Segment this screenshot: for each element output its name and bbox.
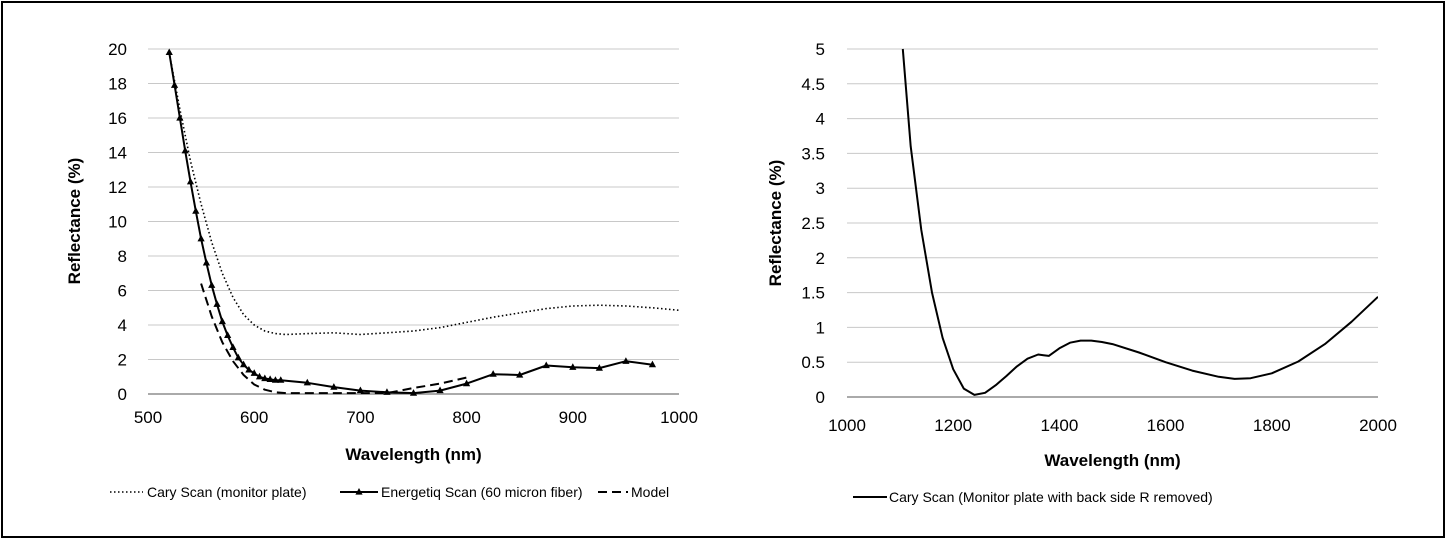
data-point-marker: [186, 177, 195, 185]
y-tick-label: 0.5: [801, 353, 825, 372]
data-point-marker: [383, 388, 391, 395]
data-point-marker: [277, 376, 285, 383]
data-point-marker: [202, 258, 211, 266]
y-tick-label: 14: [108, 144, 127, 163]
chart-right: 0 0.5 1 1.5 2 2.5 3 3.5 4 4.5 5 1000 1200 1400 1600 180…: [766, 40, 1397, 505]
data-point-marker: [648, 360, 657, 368]
y-tick-label: 4: [816, 110, 825, 129]
y-tick-label: 0: [816, 388, 825, 407]
x-tick-label: 1000: [828, 416, 866, 435]
y-tick-label: 3: [816, 179, 825, 198]
data-point-marker: [170, 81, 179, 88]
y-tick-label: 16: [108, 109, 127, 128]
y-tick-label: 10: [108, 213, 127, 232]
legend-label-0: Cary Scan (monitor plate): [147, 484, 307, 500]
data-point-marker: [266, 375, 274, 382]
y-tick-label: 4.5: [801, 75, 825, 94]
x-tick-label: 600: [240, 408, 268, 427]
data-point-marker: [192, 207, 200, 214]
data-point-marker: [213, 300, 221, 307]
x-tick-label: 1200: [934, 416, 972, 435]
y-tick-label: 2: [118, 351, 127, 370]
legend-label-1: Energetiq Scan (60 micron fiber): [381, 484, 583, 500]
y-tick-label: 20: [108, 40, 127, 59]
data-point-marker: [303, 378, 311, 386]
data-point-marker: [330, 383, 338, 390]
y-tick-label: 0: [118, 385, 127, 404]
x-tick-label: 1800: [1253, 416, 1291, 435]
data-point-marker: [463, 379, 471, 387]
x-tick-label: 700: [346, 408, 374, 427]
y-tick-label: 8: [118, 247, 127, 266]
x-tick-label: 2000: [1359, 416, 1397, 435]
data-point-marker: [516, 371, 524, 378]
data-point-marker: [176, 114, 184, 121]
y-tick-label: 6: [118, 282, 127, 301]
data-point-marker: [224, 331, 232, 338]
x-axis-title: Wavelength (nm): [1044, 451, 1180, 470]
x-tick-label: 500: [134, 408, 162, 427]
data-point-marker: [208, 281, 216, 288]
data-point-marker: [622, 357, 630, 364]
data-point-marker: [165, 48, 173, 56]
legend-marker: [355, 488, 363, 495]
y-tick-label: 2.5: [801, 214, 825, 233]
x-tick-label: 1400: [1040, 416, 1078, 435]
data-point-marker: [595, 364, 603, 371]
y-tick-label: 1: [816, 318, 825, 337]
data-point-marker: [409, 389, 418, 396]
data-point-marker: [239, 360, 248, 368]
x-tick-label: 1600: [1147, 416, 1185, 435]
data-point-marker: [197, 234, 205, 242]
x-tick-label: 1000: [660, 408, 698, 427]
data-point-marker: [569, 363, 577, 370]
series-line-2: [200, 283, 467, 395]
x-tick-label: 900: [559, 408, 587, 427]
data-point-marker: [255, 372, 264, 380]
data-point-marker: [229, 343, 237, 351]
series-line-0: [168, 52, 679, 336]
data-point-marker: [356, 386, 364, 394]
x-tick-label: 800: [452, 408, 480, 427]
y-tick-label: 2: [816, 249, 825, 268]
y-tick-label: 1.5: [801, 284, 825, 303]
data-point-marker: [542, 361, 550, 369]
data-point-marker: [271, 376, 280, 383]
y-tick-label: 12: [108, 178, 127, 197]
y-axis-title: Reflectance (%): [766, 160, 785, 287]
legend-label-2: Model: [631, 484, 669, 500]
legend-label-0: Cary Scan (Monitor plate with back side …: [889, 489, 1213, 505]
y-tick-label: 4: [118, 316, 127, 335]
data-point-marker: [218, 317, 226, 325]
data-point-marker: [181, 146, 189, 154]
x-axis-title: Wavelength (nm): [345, 445, 481, 464]
y-tick-label: 3.5: [801, 144, 825, 163]
data-point-marker: [250, 369, 258, 376]
y-tick-label: 18: [108, 75, 127, 94]
data-point-marker: [436, 386, 444, 394]
y-axis-title: Reflectance (%): [65, 158, 84, 285]
y-tick-label: 5: [816, 40, 825, 59]
data-point-marker: [245, 365, 253, 373]
series-line-0: [901, 48, 1378, 396]
data-point-marker: [489, 370, 497, 377]
data-point-marker: [234, 353, 242, 361]
data-point-marker: [261, 374, 269, 382]
series-line-1: [168, 52, 653, 395]
chart-left: 0 2 4 6 8 10 12 14 16 18 20 500 600 700 800 900 1000 Wave…: [65, 40, 698, 500]
